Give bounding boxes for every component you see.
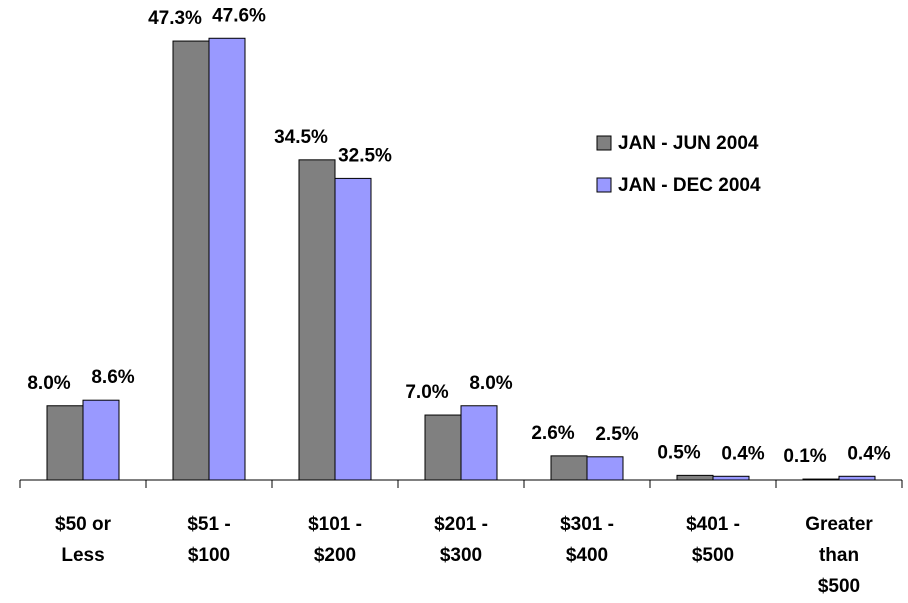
x-tick-label: $401 -$500 xyxy=(686,514,740,566)
data-label: 8.0% xyxy=(469,373,512,394)
legend-label: JAN - DEC 2004 xyxy=(618,175,761,196)
bar xyxy=(334,177,372,481)
x-tick-label: $101 -$200 xyxy=(308,514,362,566)
x-tick-label: $50 or Less xyxy=(55,514,112,566)
data-label: 47.6% xyxy=(212,5,266,26)
bar xyxy=(712,475,750,481)
bar xyxy=(586,456,624,481)
legend-swatch xyxy=(596,135,612,151)
bar xyxy=(172,40,210,481)
bar xyxy=(550,455,588,481)
data-label: 0.4% xyxy=(847,443,890,464)
bar xyxy=(676,474,714,481)
data-label: 0.4% xyxy=(721,443,764,464)
bar xyxy=(46,405,84,481)
x-tick-label: Greater than $500 xyxy=(805,514,873,597)
legend-swatch xyxy=(596,177,612,193)
bar xyxy=(82,399,120,481)
bar xyxy=(838,475,876,481)
data-label: 7.0% xyxy=(405,382,448,403)
x-tick-label: $301 -$400 xyxy=(560,514,614,566)
data-label: 2.5% xyxy=(595,424,638,445)
data-label: 34.5% xyxy=(274,127,328,148)
data-label: 32.5% xyxy=(338,145,392,166)
bar xyxy=(460,405,498,481)
legend-label: JAN - JUN 2004 xyxy=(618,133,759,154)
x-tick-label: $51 -$100 xyxy=(187,514,230,566)
data-label: 8.6% xyxy=(91,367,134,388)
data-label: 47.3% xyxy=(148,8,202,29)
bar xyxy=(424,414,462,481)
data-label: 8.0% xyxy=(27,373,70,394)
data-label: 2.6% xyxy=(531,423,574,444)
x-tick-label: $201 -$300 xyxy=(434,514,488,566)
data-label: 0.5% xyxy=(657,442,700,463)
bar xyxy=(208,37,246,481)
data-label: 0.1% xyxy=(783,446,826,467)
bar xyxy=(298,159,336,481)
